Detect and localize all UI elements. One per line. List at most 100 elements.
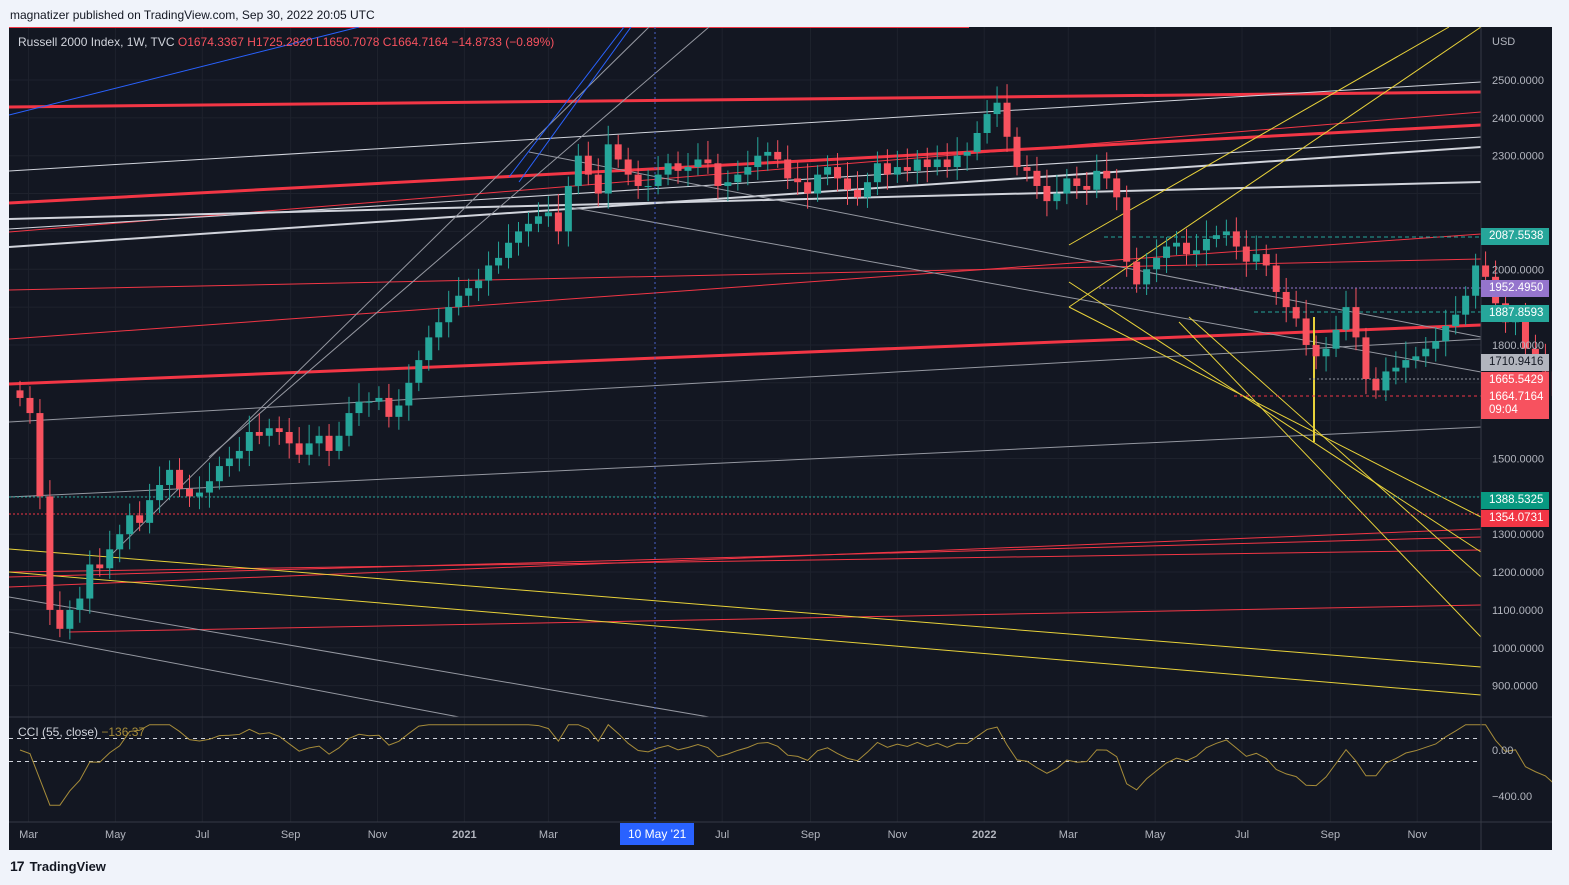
candle-body	[714, 163, 722, 186]
cci-tick-label: −400.00	[1492, 791, 1532, 803]
candle-body	[834, 167, 842, 179]
candle-body	[684, 167, 692, 171]
candle-body	[594, 174, 602, 194]
candle-body	[784, 159, 792, 179]
trend-line	[108, 27, 650, 558]
candle-body	[1272, 265, 1280, 292]
candle-body	[1372, 379, 1380, 391]
candle-body	[873, 163, 881, 183]
candle-body	[983, 114, 991, 133]
candle-body	[1093, 170, 1101, 190]
candle-body	[415, 360, 423, 383]
grid	[9, 27, 1481, 822]
candle-body	[913, 159, 921, 171]
price-axis-label: 1710.9416	[1481, 354, 1549, 371]
price-axis-label: 1354.0731	[1481, 510, 1549, 527]
candle-body	[933, 159, 941, 168]
trend-line	[508, 27, 625, 178]
candle-body	[664, 163, 672, 175]
trend-line	[9, 571, 1482, 696]
candle-body	[824, 167, 832, 175]
trend-line	[9, 323, 1482, 386]
candle-body	[1003, 102, 1011, 137]
candle-body	[654, 174, 662, 186]
x-tick-label: Mar	[539, 829, 558, 841]
candle-body	[1432, 341, 1440, 349]
candle-body	[844, 178, 852, 190]
y-tick-label: 2500.0000	[1492, 75, 1544, 87]
candle-body	[106, 549, 114, 569]
candle-body	[365, 401, 373, 403]
x-tick-label: Mar	[19, 829, 38, 841]
legend-high: H1725.2820	[247, 35, 313, 49]
candle-body	[1212, 235, 1220, 239]
candle-body	[1073, 178, 1081, 186]
candle-body	[1342, 307, 1350, 330]
cci-line	[19, 723, 1552, 806]
candle-body	[774, 151, 782, 160]
trend-line	[9, 258, 1482, 291]
x-tick-label: May	[105, 829, 126, 841]
candle-body	[1033, 170, 1041, 186]
candle-body	[1053, 193, 1061, 202]
candle-body	[185, 488, 193, 497]
trend-line	[9, 338, 1482, 423]
candle-body	[734, 174, 742, 183]
candle-body	[584, 155, 592, 175]
trend-line	[9, 631, 460, 718]
candle-body	[853, 189, 861, 198]
candle-body	[1352, 307, 1360, 338]
candle-body	[305, 443, 313, 455]
candle-body	[295, 443, 303, 455]
chart-svg[interactable]: 2500.0000 2400.0000 2300.0000 2000.0000 1800…	[9, 27, 1552, 850]
trend-line	[9, 536, 1482, 578]
candle-body	[1133, 261, 1141, 285]
trend-line	[1068, 281, 1482, 553]
candle-body	[1143, 269, 1151, 285]
candle-body	[1392, 367, 1400, 372]
y-tick-label: 1100.0000	[1492, 605, 1543, 617]
candle-body	[285, 432, 293, 444]
candle-body	[634, 174, 642, 186]
candle-body	[46, 496, 54, 610]
candle-body	[245, 432, 253, 451]
x-tick-label: Nov	[888, 829, 908, 841]
footer: 17 TradingView	[10, 858, 106, 874]
candle-body	[993, 102, 1001, 115]
trend-line	[9, 136, 1482, 230]
price-axis-label: 2087.5538	[1481, 228, 1549, 245]
trend-line	[1188, 316, 1482, 578]
x-tick-label: Nov	[368, 829, 388, 841]
candle-body	[36, 413, 44, 497]
candle-body	[863, 182, 871, 198]
symbol-legend[interactable]: Russell 2000 Index, 1W, TVC O1674.3367 H…	[18, 35, 554, 49]
candle-body	[1362, 337, 1370, 380]
x-tick-label: May	[1145, 829, 1166, 841]
candle-body	[1103, 170, 1111, 179]
candle-body	[255, 432, 263, 436]
candle-body	[156, 484, 164, 501]
x-tick-label: Sep	[801, 829, 821, 841]
candle-body	[1482, 265, 1490, 277]
candle-body	[814, 174, 822, 194]
candle-body	[265, 428, 273, 436]
candle-body	[963, 151, 971, 156]
candle-body	[704, 159, 712, 164]
candle-body	[215, 466, 223, 482]
candle-body	[524, 223, 532, 232]
y-tick-label: 2400.0000	[1492, 113, 1544, 125]
chart-area[interactable]: 2500.0000 2400.0000 2300.0000 2000.0000 1800…	[9, 27, 1552, 850]
tradingview-logo-icon: 17	[10, 858, 25, 874]
y-tick-label: 2300.0000	[1492, 151, 1544, 163]
candle-body	[614, 144, 622, 160]
trend-line	[9, 548, 1482, 668]
y-tick-label: 900.0000	[1492, 681, 1538, 693]
candle-body	[953, 155, 961, 168]
candle-body	[405, 382, 413, 406]
candle-body	[66, 609, 74, 629]
trend-line	[518, 27, 632, 183]
cci-legend[interactable]: CCI (55, close) −136.37	[18, 725, 145, 739]
candle-body	[694, 159, 702, 168]
price-axis-label: 1664.7164	[1481, 389, 1549, 406]
